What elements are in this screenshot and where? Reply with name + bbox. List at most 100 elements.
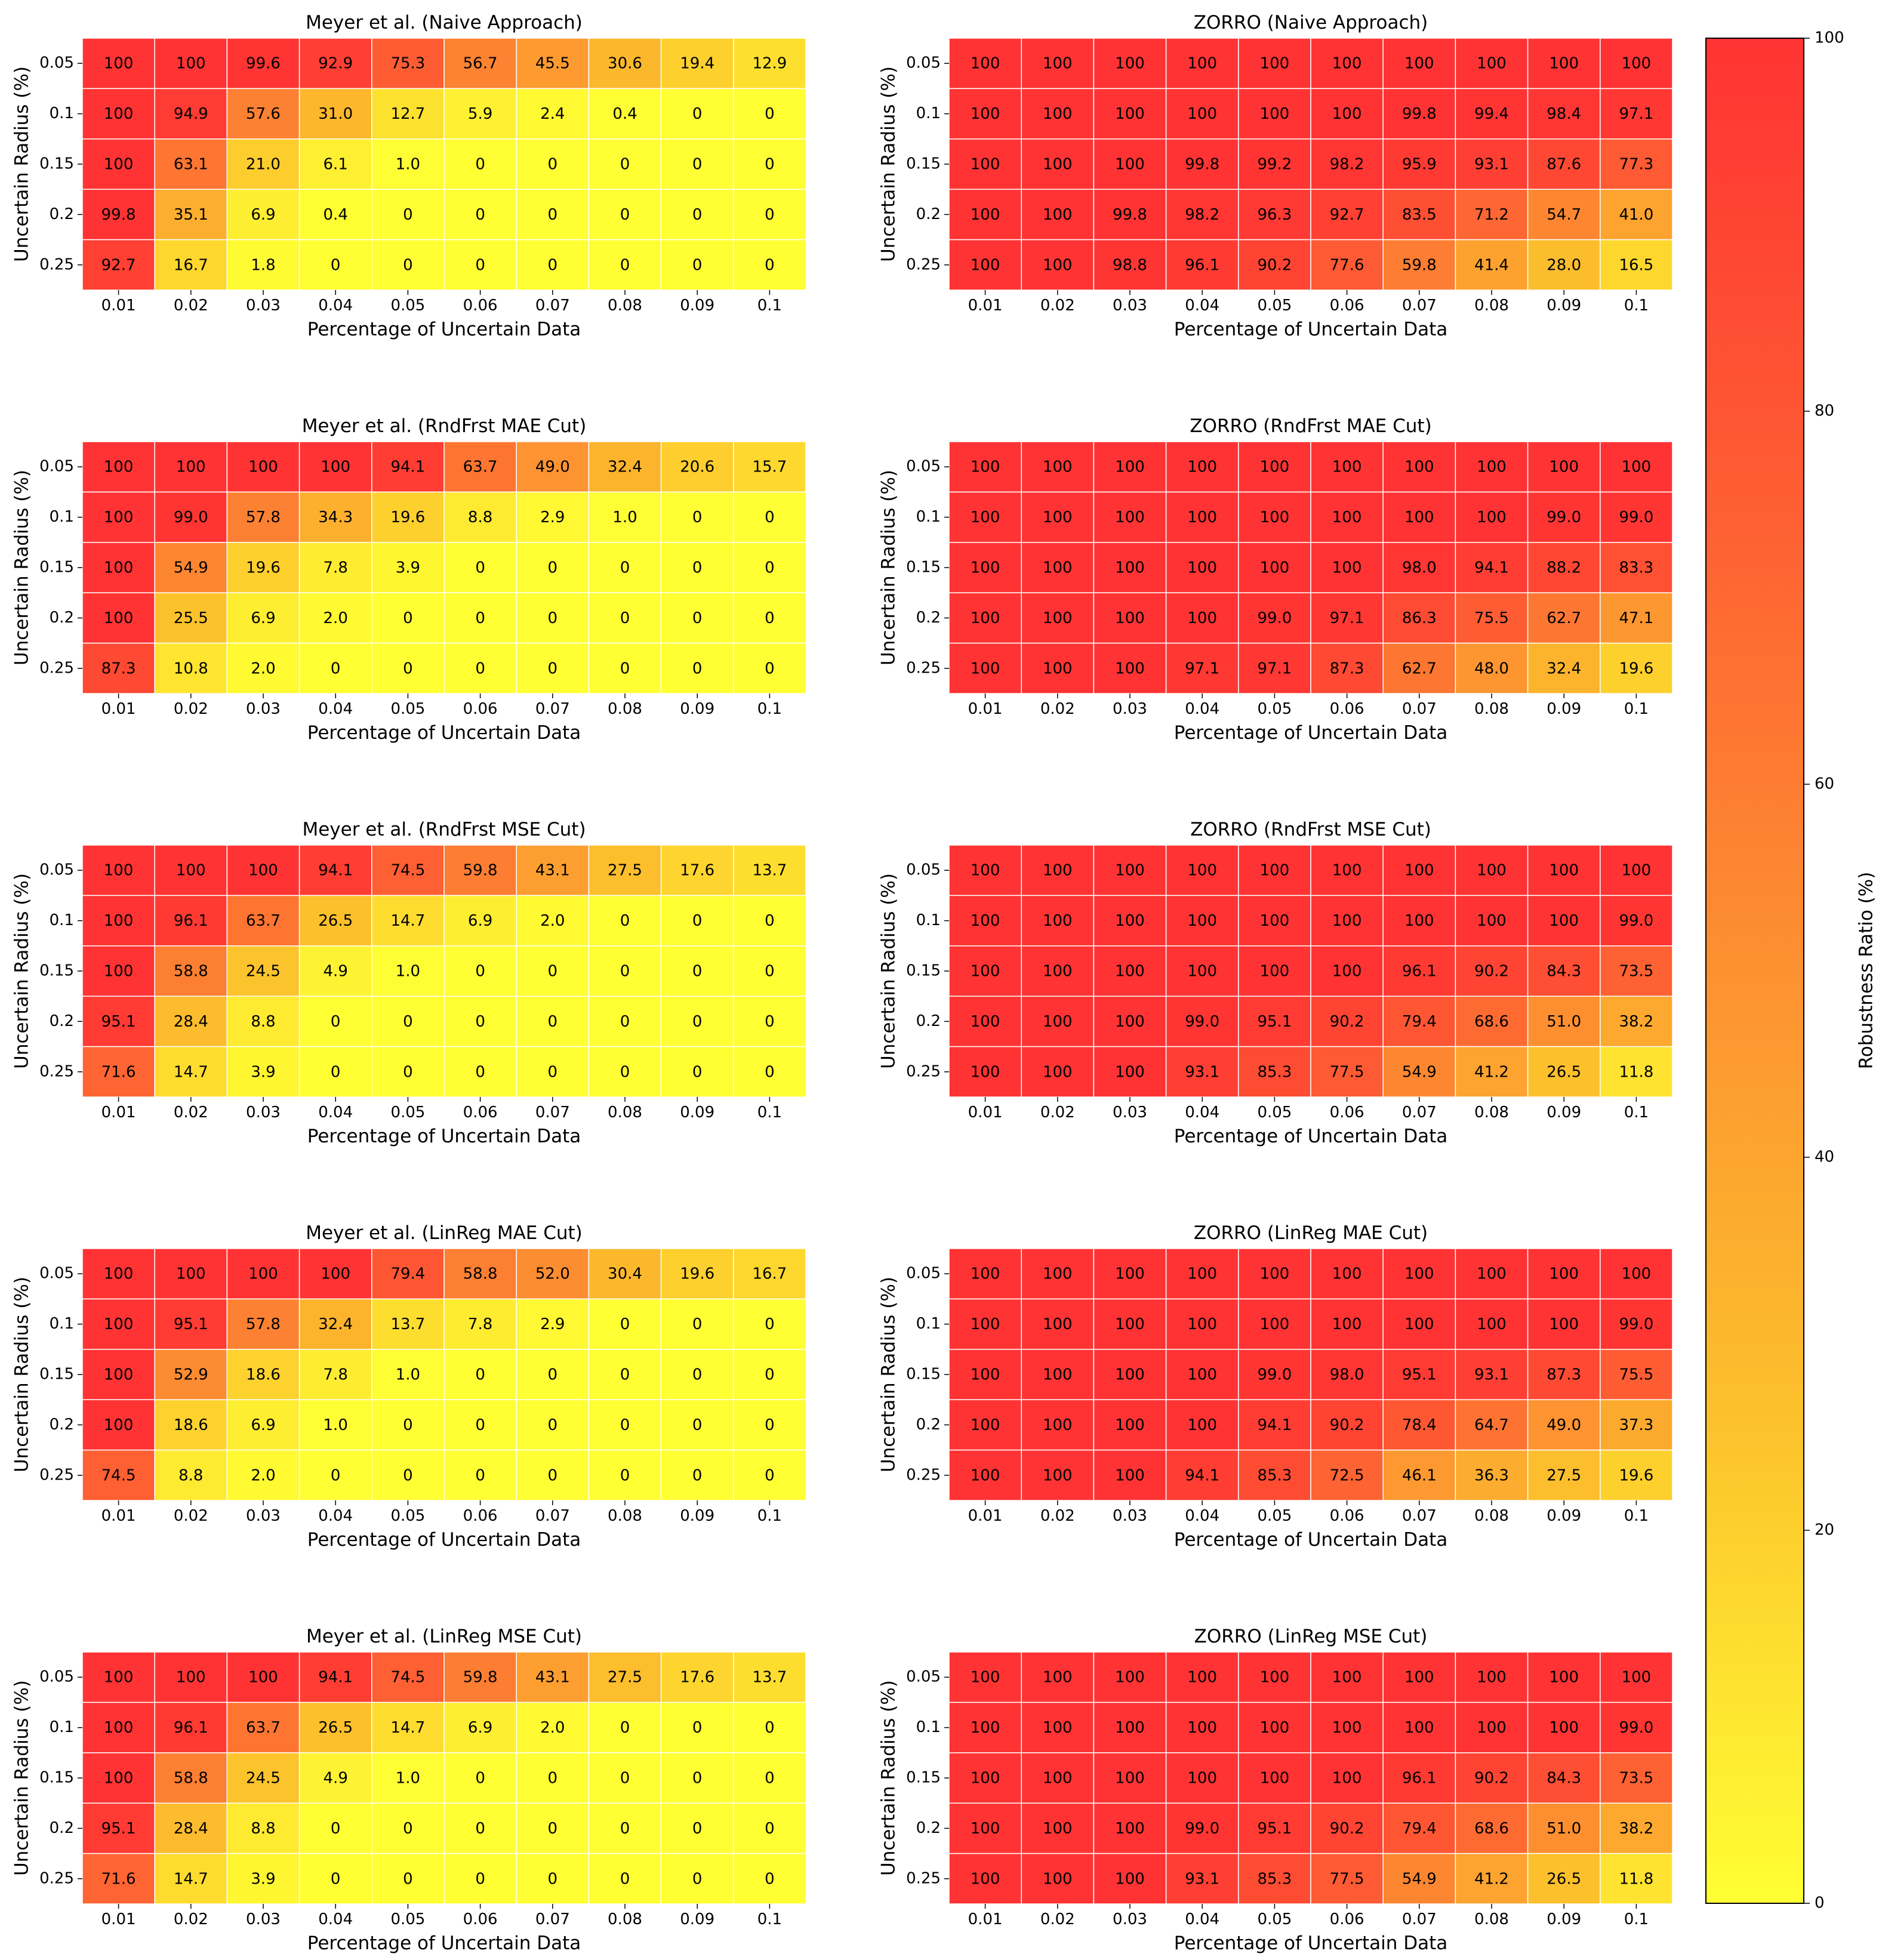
heatmap-cell — [1600, 1399, 1673, 1451]
cell-value-label: 100 — [1187, 458, 1217, 476]
cell-value-label: 100 — [971, 912, 1000, 930]
cell-value-label: 100 — [104, 1770, 134, 1788]
cell-value-label: 0 — [403, 1416, 413, 1434]
heatmap-cell — [1310, 996, 1384, 1047]
heatmap-cell — [226, 1349, 300, 1400]
cell-value-label: 68.6 — [1474, 1820, 1509, 1838]
heatmap-cell — [1310, 1702, 1384, 1753]
heatmap-cell — [298, 1449, 372, 1501]
cell-value-label: 98.8 — [1113, 256, 1147, 274]
x-tick-label: 0.05 — [1257, 700, 1292, 718]
cell-value-label: 0 — [692, 1820, 703, 1838]
cell-value-label: 24.5 — [246, 963, 281, 981]
heatmap-cell — [1165, 441, 1239, 493]
cell-value-label: 99.8 — [101, 206, 136, 224]
cell-value-label: 49.0 — [535, 458, 570, 476]
cell-value-label: 100 — [1043, 1770, 1073, 1788]
heatmap-cell — [154, 1853, 228, 1904]
cell-value-label: 90.2 — [1257, 256, 1292, 274]
cell-value-label: 46.1 — [1402, 1466, 1437, 1484]
heatmap-cell — [1382, 542, 1456, 593]
cell-value-label: 100 — [1043, 1416, 1073, 1434]
y-axis-label: Uncertain Radius (%) — [11, 1277, 33, 1472]
cell-value-label: 43.1 — [535, 1669, 570, 1687]
cell-value-label: 0.4 — [612, 105, 637, 123]
heatmap-cell — [948, 38, 1022, 90]
cell-value-label: 41.2 — [1474, 1063, 1509, 1081]
heatmap-cell — [371, 945, 445, 997]
cell-value-label: 0 — [475, 1013, 485, 1031]
cell-value-label: 0 — [620, 1366, 630, 1384]
cell-value-label: 100 — [1115, 862, 1145, 880]
cell-value-label: 87.3 — [1547, 1366, 1581, 1384]
heatmap-cell — [1021, 38, 1095, 90]
cell-value-label: 8.8 — [251, 1820, 275, 1838]
heatmap-cell — [733, 642, 806, 694]
heatmap-cell — [660, 1702, 734, 1753]
cell-value-label: 100 — [104, 1265, 134, 1283]
y-axis-label: Uncertain Radius (%) — [878, 1277, 900, 1472]
heatmap-cell — [82, 1802, 155, 1854]
cell-value-label: 100 — [176, 55, 206, 73]
x-axis-label: Percentage of Uncertain Data — [307, 319, 581, 340]
cell-value-label: 100 — [1043, 609, 1073, 627]
x-axis-label: Percentage of Uncertain Data — [307, 722, 581, 744]
heatmap-cell — [443, 895, 517, 947]
cell-value-label: 74.5 — [390, 1669, 425, 1687]
heatmap-cell — [1238, 88, 1311, 140]
cell-value-label: 0 — [620, 206, 630, 224]
cell-value-label: 8.8 — [468, 509, 492, 526]
cell-value-label: 48.0 — [1474, 660, 1509, 677]
cell-value-label: 100 — [1043, 912, 1073, 930]
cell-value-label: 100 — [248, 862, 278, 880]
panel-title: Meyer et al. (LinReg MAE Cut) — [306, 1222, 583, 1244]
cell-value-label: 100 — [1477, 1669, 1507, 1687]
heatmap-cell — [154, 239, 228, 291]
heatmap-panel-1: Meyer et al. (Naive Approach) 100 100 99.6 9… — [11, 12, 806, 340]
heatmap-cell — [443, 189, 517, 241]
x-tick-label: 0.03 — [1113, 1104, 1147, 1121]
cell-value-label: 97.1 — [1185, 660, 1219, 677]
cell-value-label: 32.4 — [1547, 660, 1581, 677]
cell-value-label: 0 — [620, 1416, 630, 1434]
heatmap-cell — [154, 895, 228, 947]
cell-value-label: 100 — [1477, 912, 1507, 930]
cell-value-label: 63.1 — [174, 156, 208, 174]
cell-value-label: 5.9 — [468, 105, 492, 123]
heatmap-cell — [1455, 1046, 1529, 1098]
cell-value-label: 100 — [176, 862, 206, 880]
heatmap-cell — [443, 1349, 517, 1400]
heatmap-cell — [733, 491, 806, 543]
x-tick-label: 0.01 — [101, 1104, 136, 1121]
x-tick-label: 0.07 — [535, 1910, 570, 1928]
heatmap-cell — [1021, 1248, 1095, 1300]
x-tick-label: 0.07 — [535, 700, 570, 718]
heatmap-cell — [82, 138, 155, 190]
x-tick-label: 0.1 — [757, 1104, 782, 1121]
heatmap-cell — [1165, 1349, 1239, 1400]
heatmap-cell — [82, 1702, 155, 1753]
heatmap-cell — [516, 542, 590, 593]
heatmap-cell — [1310, 1399, 1384, 1451]
heatmap-cell — [443, 1399, 517, 1451]
cell-value-label: 85.3 — [1257, 1870, 1292, 1888]
heatmap-cell — [1455, 189, 1529, 241]
cell-value-label: 6.9 — [251, 609, 275, 627]
heatmap-cell — [82, 491, 155, 543]
heatmap-cell — [660, 945, 734, 997]
heatmap-cell — [82, 895, 155, 947]
heatmap-cell — [298, 1651, 372, 1703]
cell-value-label: 100 — [1260, 912, 1290, 930]
x-tick-label: 0.09 — [680, 1104, 714, 1121]
cell-value-label: 0 — [692, 206, 703, 224]
x-tick-label: 0.07 — [1402, 297, 1437, 315]
heatmap-cell — [1310, 1449, 1384, 1501]
heatmap-cell — [1165, 996, 1239, 1047]
cell-value-label: 88.2 — [1547, 559, 1581, 577]
heatmap-cell — [371, 895, 445, 947]
heatmap-cell — [1238, 845, 1311, 896]
heatmap-cell — [1527, 1702, 1601, 1753]
heatmap-cell — [226, 1248, 300, 1300]
heatmap-cell — [588, 441, 662, 493]
cell-value-label: 19.6 — [246, 559, 281, 577]
